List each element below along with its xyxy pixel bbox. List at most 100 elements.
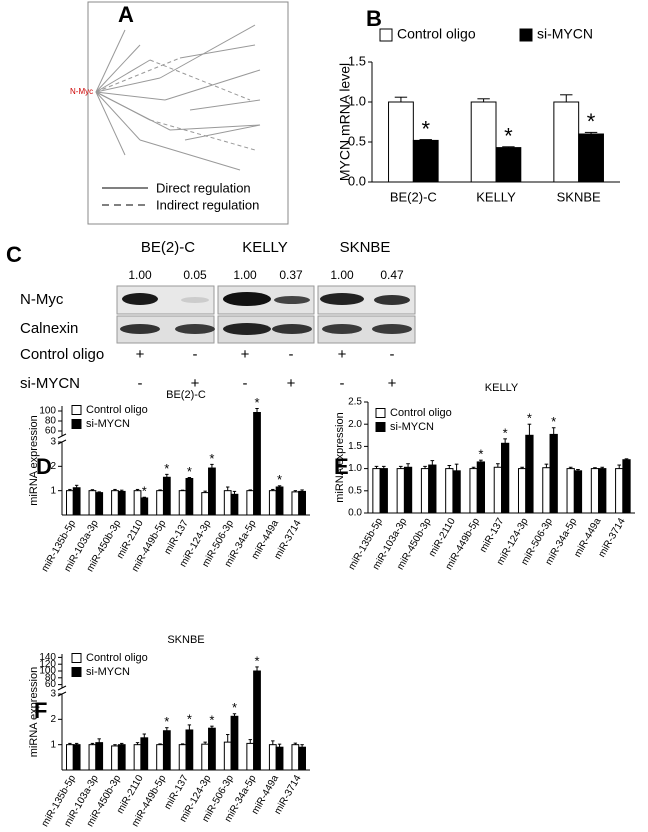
- bar: [553, 101, 580, 183]
- legend-label: Control oligo: [86, 404, 148, 416]
- y-axis-label: MYCN mRNA level: [337, 63, 353, 181]
- bar: [185, 478, 194, 516]
- legend-label: Control oligo: [390, 407, 452, 419]
- legend-swatch: [379, 28, 393, 42]
- bar: [111, 745, 119, 771]
- bar: [573, 470, 583, 514]
- y-tick-label: 2: [50, 461, 56, 472]
- bar: [268, 490, 277, 516]
- blot-images: [116, 285, 416, 344]
- bar: [445, 468, 454, 514]
- bar: [95, 492, 104, 516]
- bar: [291, 491, 300, 516]
- bar: [525, 434, 534, 514]
- bar: [117, 744, 126, 771]
- legend-label: si-MYCN: [86, 666, 130, 678]
- significance: *: [504, 124, 513, 149]
- legend-label: Control oligo: [86, 652, 148, 664]
- significance: *: [164, 714, 169, 729]
- ratio: 0.05: [183, 268, 207, 282]
- legend-swatch: [375, 422, 386, 432]
- protein: Calnexin: [20, 320, 78, 337]
- y-tick-label: 140: [39, 652, 56, 663]
- bar: [201, 743, 210, 771]
- treatment-mark: -: [243, 375, 248, 392]
- x-tick-label: BE(2)-C: [390, 189, 437, 204]
- panel-label: C: [6, 242, 22, 267]
- bar: [66, 490, 74, 516]
- bar: [140, 497, 149, 516]
- bar: [517, 468, 527, 514]
- y-tick-label: 1.0: [348, 93, 366, 108]
- bar: [428, 464, 437, 514]
- bar: [162, 476, 171, 516]
- treatment-mark: +: [241, 346, 250, 363]
- significance: *: [478, 447, 483, 462]
- bar: [246, 742, 255, 771]
- y-tick-label: 2.0: [348, 419, 362, 430]
- bar: [412, 139, 439, 183]
- legend-label: Direct regulation: [156, 180, 251, 195]
- bar: [66, 744, 74, 771]
- y-axis-label: miRNA expression: [334, 412, 346, 502]
- bar: [622, 459, 631, 514]
- significance: *: [277, 472, 282, 487]
- significance: *: [254, 653, 259, 668]
- ratio: 1.00: [128, 268, 152, 282]
- significance: *: [421, 116, 430, 141]
- legend-swatch: [71, 653, 82, 663]
- bar: [72, 744, 81, 771]
- bar: [246, 490, 255, 516]
- bar: [111, 490, 119, 516]
- bar: [470, 101, 497, 183]
- chart-title: KELLY: [485, 382, 519, 394]
- bar: [476, 461, 486, 514]
- legend-swatch: [71, 419, 82, 429]
- bar: [162, 730, 171, 771]
- bar: [598, 468, 607, 514]
- bar: [542, 467, 551, 514]
- cell-line: KELLY: [242, 239, 288, 256]
- significance: *: [232, 700, 237, 715]
- bar: [396, 468, 405, 514]
- bar: [275, 486, 284, 516]
- bar: [88, 744, 97, 771]
- treatment-mark: +: [191, 375, 200, 392]
- significance: *: [142, 484, 147, 499]
- y-tick-label: 2: [50, 714, 56, 725]
- axis-break: [57, 439, 67, 445]
- cell-line: SKNBE: [340, 239, 391, 256]
- y-tick-label: 80: [45, 672, 57, 683]
- bar: [88, 490, 97, 516]
- bar: [469, 468, 478, 514]
- significance: *: [254, 395, 259, 410]
- y-tick-label: 1: [50, 739, 56, 750]
- treatment-mark: -: [138, 375, 143, 392]
- panel-label: F: [34, 698, 47, 723]
- legend-swatch: [71, 667, 82, 677]
- panel-label: B: [366, 6, 382, 31]
- y-tick-label: 2.5: [348, 397, 362, 408]
- network-center: N-Myc: [70, 87, 93, 96]
- significance: *: [527, 411, 532, 426]
- bar: [501, 442, 510, 514]
- y-tick-label: 80: [45, 416, 57, 427]
- bar: [156, 490, 164, 516]
- legend-swatch: [519, 28, 533, 42]
- treatment-mark: +: [388, 375, 397, 392]
- bar: [493, 466, 502, 514]
- y-tick-label: 1.5: [348, 441, 362, 452]
- axis-break: [57, 691, 67, 697]
- ratio: 0.37: [279, 268, 303, 282]
- y-tick-label: 3: [50, 437, 56, 448]
- ratio: 1.00: [233, 268, 257, 282]
- panel-label: E: [334, 454, 349, 479]
- significance: *: [551, 414, 556, 429]
- bar: [578, 133, 604, 183]
- y-tick-label: 1: [50, 485, 56, 496]
- bar: [549, 433, 558, 514]
- chart-title: BE(2)-C: [166, 389, 206, 401]
- bar: [178, 744, 187, 771]
- protein: N-Myc: [20, 291, 64, 308]
- legend-label: si-MYCN: [537, 26, 593, 42]
